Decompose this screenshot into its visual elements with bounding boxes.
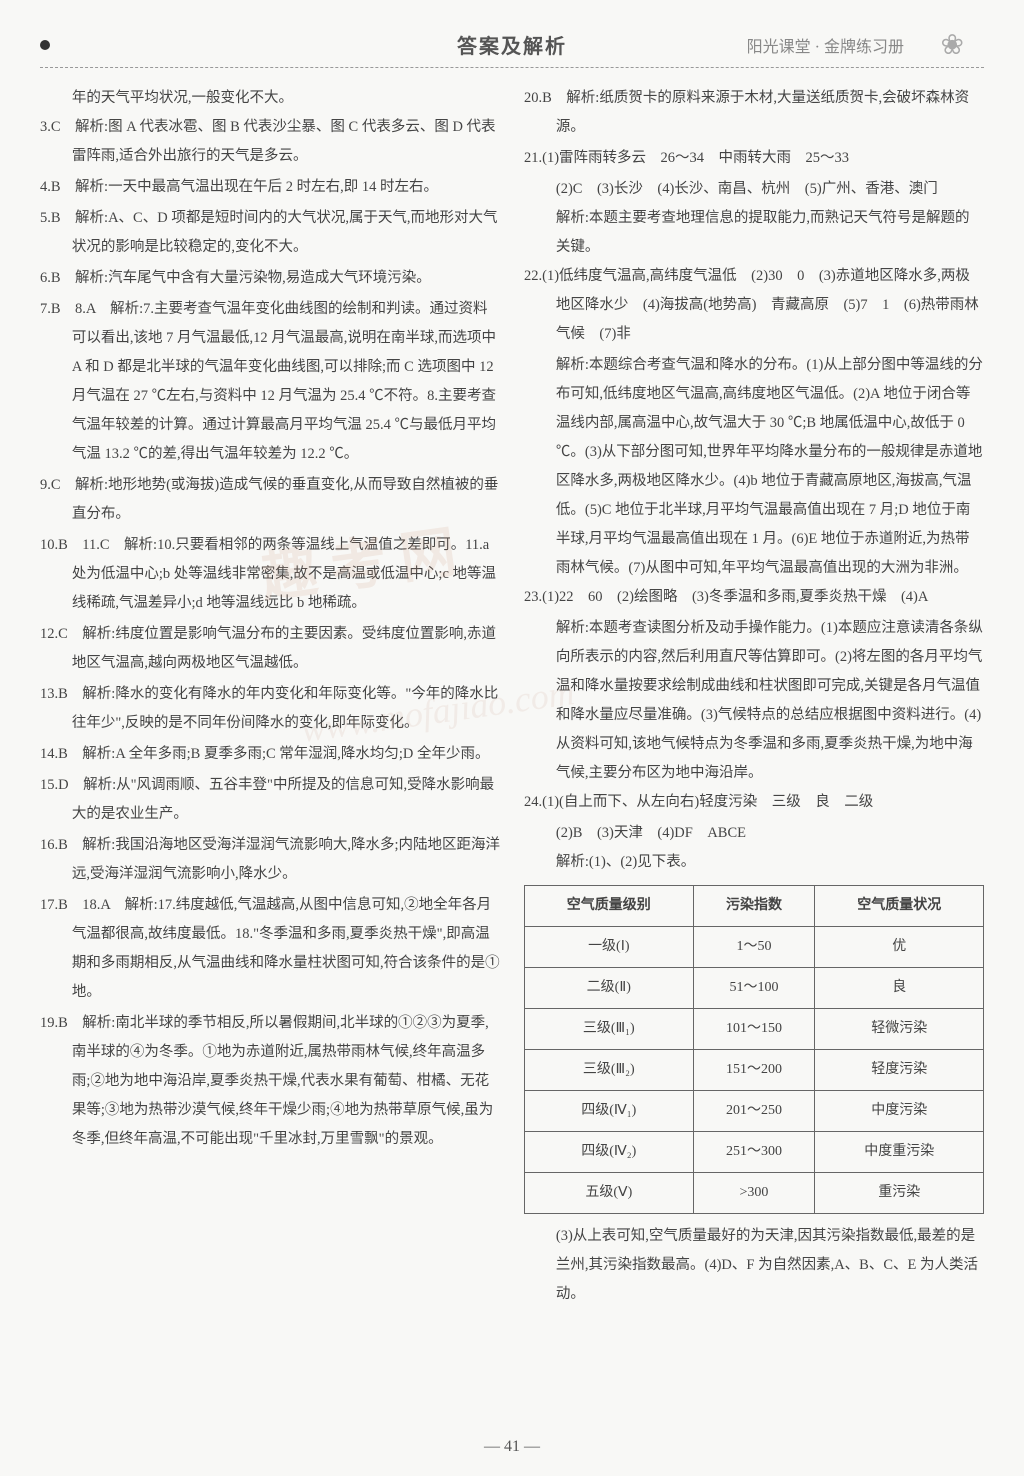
- intro-line: 年的天气平均状况,一般变化不大。: [40, 84, 500, 113]
- cell: 中度污染: [815, 1091, 984, 1132]
- air-quality-table: 空气质量级别 污染指数 空气质量状况 一级(Ⅰ)1～50优 二级(Ⅱ)51～10…: [524, 885, 984, 1214]
- answer-24b: (2)B (3)天津 (4)DF ABCE: [524, 819, 984, 848]
- table-row: 四级(Ⅳ₁)201～250中度污染: [525, 1091, 984, 1132]
- answer-23a: 23.(1)22 60 (2)绘图略 (3)冬季温和多雨,夏季炎热干燥 (4)A: [524, 583, 984, 612]
- th-status: 空气质量状况: [815, 886, 984, 927]
- table-header-row: 空气质量级别 污染指数 空气质量状况: [525, 886, 984, 927]
- cell: 轻微污染: [815, 1009, 984, 1050]
- cell: 201～250: [693, 1091, 815, 1132]
- th-level: 空气质量级别: [525, 886, 694, 927]
- table-row: 一级(Ⅰ)1～50优: [525, 927, 984, 968]
- cell: 中度重污染: [815, 1132, 984, 1173]
- table-body: 一级(Ⅰ)1～50优 二级(Ⅱ)51～100良 三级(Ⅲ₁)101～150轻微污…: [525, 927, 984, 1214]
- answer-21c: 解析:本题主要考查地理信息的提取能力,而熟记天气符号是解题的关键。: [524, 204, 984, 262]
- answer-4: 4.B 解析:一天中最高气温出现在午后 2 时左右,即 14 时左右。: [40, 173, 500, 202]
- cell: 重污染: [815, 1173, 984, 1214]
- answer-10-11: 10.B 11.C 解析:10.只要看相邻的两条等温线上气温值之差即可。11.a…: [40, 531, 500, 618]
- cell: 四级(Ⅳ₂): [525, 1132, 694, 1173]
- cell: 251～300: [693, 1132, 815, 1173]
- answer-6: 6.B 解析:汽车尾气中含有大量污染物,易造成大气环境污染。: [40, 264, 500, 293]
- answer-16: 16.B 解析:我国沿海地区受海洋湿润气流影响大,降水多;内陆地区距海洋远,受海…: [40, 831, 500, 889]
- answer-15: 15.D 解析:从"风调雨顺、五谷丰登"中所提及的信息可知,受降水影响最大的是农…: [40, 771, 500, 829]
- header-icon: ❀: [941, 28, 964, 62]
- cell: 101～150: [693, 1009, 815, 1050]
- cell: 三级(Ⅲ₂): [525, 1050, 694, 1091]
- table-row: 五级(Ⅴ)>300重污染: [525, 1173, 984, 1214]
- header-title: 答案及解析: [457, 30, 567, 59]
- cell: 轻度污染: [815, 1050, 984, 1091]
- page-number: — 41 —: [484, 1438, 540, 1456]
- answer-22b: 解析:本题综合考查气温和降水的分布。(1)从上部分图中等温线的分布可知,低纬度地…: [524, 351, 984, 583]
- answer-3: 3.C 解析:图 A 代表冰雹、图 B 代表沙尘暴、图 C 代表多云、图 D 代…: [40, 113, 500, 171]
- answer-23b: 解析:本题考查读图分析及动手操作能力。(1)本题应注意读清各条纵向所表示的内容,…: [524, 614, 984, 788]
- answer-24a: 24.(1)(自上而下、从左向右)轻度污染 三级 良 二级: [524, 788, 984, 817]
- header-dot: [40, 40, 50, 50]
- answer-22a: 22.(1)低纬度气温高,高纬度气温低 (2)30 0 (3)赤道地区降水多,两…: [524, 262, 984, 349]
- header-subtitle: 阳光课堂 · 金牌练习册: [747, 33, 904, 57]
- cell: 二级(Ⅱ): [525, 968, 694, 1009]
- answer-24d: (3)从上表可知,空气质量最好的为天津,因其污染指数最低,最差的是兰州,其污染指…: [524, 1222, 984, 1309]
- cell: 51～100: [693, 968, 815, 1009]
- cell: 151～200: [693, 1050, 815, 1091]
- answer-7-8: 7.B 8.A 解析:7.主要考查气温年变化曲线图的绘制和判读。通过资料可以看出…: [40, 295, 500, 469]
- th-index: 污染指数: [693, 886, 815, 927]
- cell: >300: [693, 1173, 815, 1214]
- right-column: 20.B 解析:纸质贺卡的原料来源于木材,大量送纸质贺卡,会破坏森林资源。 21…: [524, 84, 984, 1309]
- page-header: 答案及解析 阳光课堂 · 金牌练习册 ❀: [40, 30, 984, 68]
- answer-12: 12.C 解析:纬度位置是影响气温分布的主要因素。受纬度位置影响,赤道地区气温高…: [40, 620, 500, 678]
- content-columns: 年的天气平均状况,一般变化不大。 3.C 解析:图 A 代表冰雹、图 B 代表沙…: [40, 84, 984, 1309]
- cell: 三级(Ⅲ₁): [525, 1009, 694, 1050]
- answer-17-18: 17.B 18.A 解析:17.纬度越低,气温越高,从图中信息可知,②地全年各月…: [40, 891, 500, 1007]
- left-column: 年的天气平均状况,一般变化不大。 3.C 解析:图 A 代表冰雹、图 B 代表沙…: [40, 84, 500, 1309]
- answer-19: 19.B 解析:南北半球的季节相反,所以暑假期间,北半球的①②③为夏季,南半球的…: [40, 1009, 500, 1154]
- cell: 1～50: [693, 927, 815, 968]
- cell: 五级(Ⅴ): [525, 1173, 694, 1214]
- answer-9: 9.C 解析:地形地势(或海拔)造成气候的垂直变化,从而导致自然植被的垂直分布。: [40, 471, 500, 529]
- table-row: 四级(Ⅳ₂)251～300中度重污染: [525, 1132, 984, 1173]
- answer-14: 14.B 解析:A 全年多雨;B 夏季多雨;C 常年湿润,降水均匀;D 全年少雨…: [40, 740, 500, 769]
- cell: 良: [815, 968, 984, 1009]
- answer-21b: (2)C (3)长沙 (4)长沙、南昌、杭州 (5)广州、香港、澳门: [524, 175, 984, 204]
- cell: 四级(Ⅳ₁): [525, 1091, 694, 1132]
- answer-24c: 解析:(1)、(2)见下表。: [524, 848, 984, 877]
- cell: 优: [815, 927, 984, 968]
- table-row: 三级(Ⅲ₂)151～200轻度污染: [525, 1050, 984, 1091]
- table-row: 三级(Ⅲ₁)101～150轻微污染: [525, 1009, 984, 1050]
- answer-20: 20.B 解析:纸质贺卡的原料来源于木材,大量送纸质贺卡,会破坏森林资源。: [524, 84, 984, 142]
- cell: 一级(Ⅰ): [525, 927, 694, 968]
- answer-21a: 21.(1)雷阵雨转多云 26～34 中雨转大雨 25～33: [524, 144, 984, 173]
- answer-13: 13.B 解析:降水的变化有降水的年内变化和年际变化等。"今年的降水比往年少",…: [40, 680, 500, 738]
- answer-5: 5.B 解析:A、C、D 项都是短时间内的大气状况,属于天气,而地形对大气状况的…: [40, 204, 500, 262]
- table-row: 二级(Ⅱ)51～100良: [525, 968, 984, 1009]
